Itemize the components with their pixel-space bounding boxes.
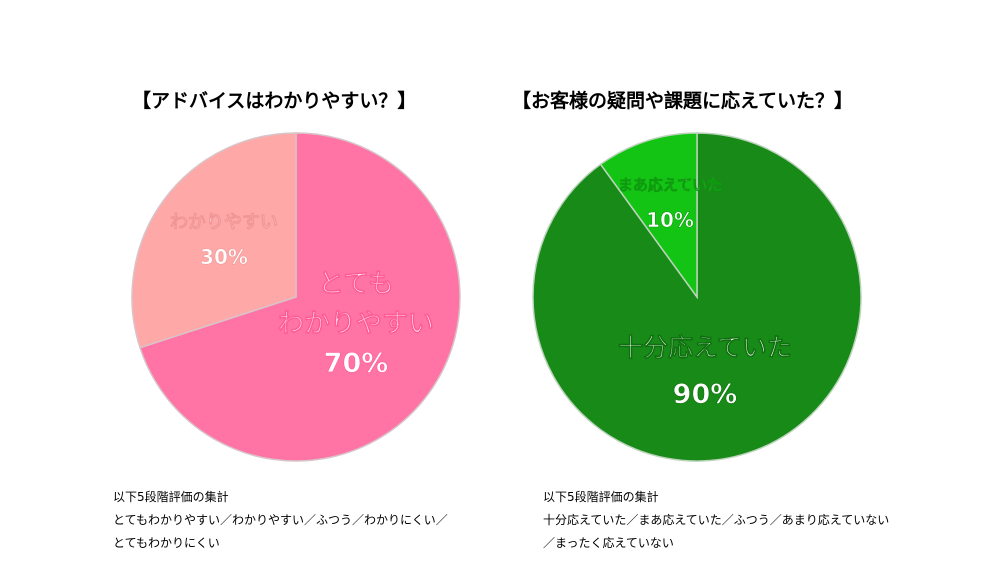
chart-title-advice: 【アドバイスはわかりやすい？】 <box>132 90 417 112</box>
footnote-line: 以下5段階評価の集計 <box>113 490 229 504</box>
pie-slice <box>599 132 698 300</box>
slice-value-label: 10% <box>646 208 694 232</box>
footnote-line: ／まったく応えていない <box>543 536 674 550</box>
footnote-line: 以下5段階評価の集計 <box>543 490 659 504</box>
slice-category-label: とても <box>318 269 394 299</box>
footnote-advice: 以下5段階評価の集計 とてもわかりやすい／わかりやすい／ふつう／わかりにくい／ … <box>113 486 448 555</box>
footnote-line: とてもわかりにくい <box>113 536 220 550</box>
chart-title-response: 【お客様の疑問や課題に応えていた？】 <box>512 90 854 112</box>
slice-value-label: 70% <box>324 348 389 379</box>
slice-value-label: 30% <box>200 245 248 269</box>
pie-slice <box>139 132 461 462</box>
slice-category-label: わかりやすい <box>278 309 434 339</box>
footnote-line: とてもわかりやすい／わかりやすい／ふつう／わかりにくい／ <box>113 513 448 527</box>
pie-chart-response: 十分応えていた 90% まあ応えていた 10% <box>532 132 862 462</box>
footnote-line: 十分応えていた／まあ応えていた／ふつう／あまり応えていない <box>543 513 890 527</box>
slice-category-label: まあ応えていた <box>618 176 722 194</box>
slice-category-label: わかりやすい <box>170 212 278 233</box>
slice-value-label: 90% <box>673 379 738 410</box>
footnote-response: 以下5段階評価の集計 十分応えていた／まあ応えていた／ふつう／あまり応えていない… <box>543 486 889 555</box>
slice-category-label: 十分応えていた <box>618 333 792 362</box>
pie-slice <box>131 132 297 349</box>
